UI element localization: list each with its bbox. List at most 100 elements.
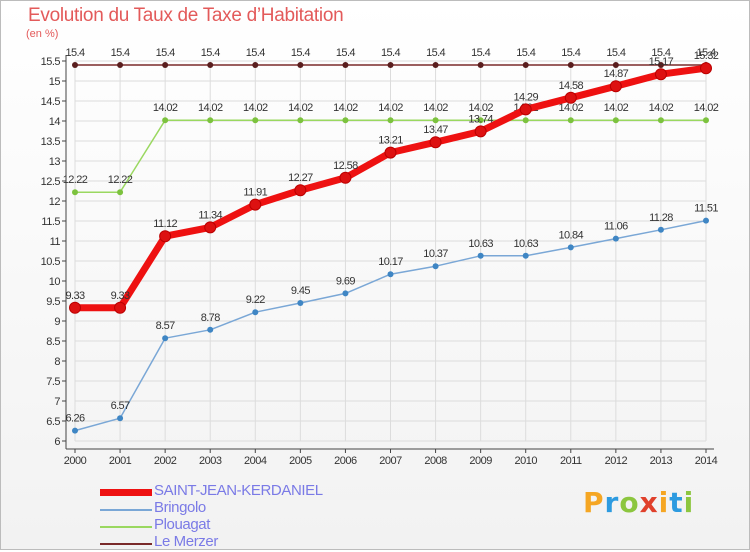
data-label-bringolo: 11.06 — [604, 221, 628, 233]
y-tick-label: 14.5 — [41, 96, 61, 108]
data-point-plouagat — [612, 117, 619, 124]
data-label-le-merzer: 15.4 — [516, 47, 535, 59]
y-tick-label: 7 — [54, 396, 60, 408]
data-point-le-merzer — [72, 62, 78, 68]
data-label-plouagat: 14.02 — [559, 102, 584, 114]
data-point-le-merzer — [387, 62, 394, 68]
data-label-saint-jean-kerdaniel: 13.47 — [423, 124, 448, 136]
data-label-plouagat: 14.02 — [649, 102, 674, 114]
data-point-le-merzer — [207, 62, 214, 68]
data-point-plouagat — [162, 117, 169, 124]
data-point-le-merzer — [477, 62, 484, 68]
data-point-saint-jean-kerdaniel — [519, 103, 532, 116]
y-tick-label: 7.5 — [46, 376, 60, 388]
data-point-saint-jean-kerdaniel — [654, 68, 667, 81]
data-label-le-merzer: 15.4 — [426, 47, 445, 59]
data-label-bringolo: 10.63 — [468, 238, 493, 250]
data-label-bringolo: 9.69 — [336, 275, 355, 287]
data-label-plouagat: 14.02 — [378, 102, 403, 114]
x-tick-label: 2007 — [379, 455, 402, 467]
data-label-bringolo: 11.51 — [694, 203, 718, 215]
data-label-saint-jean-kerdaniel: 9.33 — [65, 290, 84, 302]
y-tick-label: 10 — [49, 276, 61, 288]
data-label-bringolo: 6.26 — [65, 413, 84, 425]
data-point-bringolo — [297, 300, 304, 306]
y-tick-label: 12 — [49, 196, 61, 208]
data-point-le-merzer — [612, 62, 619, 68]
data-label-saint-jean-kerdaniel: 15.17 — [649, 56, 674, 68]
x-tick-label: 2014 — [695, 455, 718, 467]
data-point-saint-jean-kerdaniel — [564, 91, 577, 104]
data-label-le-merzer: 15.4 — [381, 47, 400, 59]
data-point-le-merzer — [297, 62, 304, 68]
logo-letter: x — [639, 486, 659, 519]
data-label-bringolo: 11.28 — [649, 212, 673, 224]
data-point-plouagat — [522, 117, 529, 124]
logo-letter: i — [683, 486, 695, 519]
data-label-saint-jean-kerdaniel: 11.91 — [243, 187, 267, 199]
data-label-le-merzer: 15.4 — [471, 47, 490, 59]
data-point-le-merzer — [432, 62, 439, 68]
data-point-bringolo — [657, 226, 664, 233]
data-label-plouagat: 14.02 — [468, 102, 493, 114]
data-point-saint-jean-kerdaniel — [294, 184, 307, 197]
chart-title: Evolution du Taux de Taxe d’Habitation — [28, 5, 344, 26]
data-label-plouagat: 14.02 — [243, 102, 268, 114]
y-tick-label: 15 — [49, 76, 61, 88]
x-tick-label: 2001 — [109, 455, 132, 467]
data-label-le-merzer: 15.4 — [111, 47, 130, 59]
data-label-saint-jean-kerdaniel: 12.58 — [333, 160, 358, 172]
data-label-plouagat: 14.02 — [694, 102, 719, 114]
y-tick-label: 11 — [50, 236, 61, 248]
y-tick-label: 6.5 — [46, 416, 60, 428]
y-axis-unit: (en %) — [26, 28, 59, 40]
data-point-saint-jean-kerdaniel — [700, 62, 712, 75]
y-tick-label: 14 — [49, 116, 61, 128]
data-point-bringolo — [477, 252, 484, 259]
data-point-plouagat — [207, 117, 214, 124]
x-tick-label: 2011 — [560, 455, 582, 467]
x-tick-label: 2000 — [64, 455, 87, 467]
logo-letter: r — [604, 486, 620, 519]
data-label-plouagat: 14.02 — [423, 102, 448, 114]
data-label-saint-jean-kerdaniel: 11.34 — [198, 209, 222, 221]
legend-label: Bringolo — [154, 499, 206, 516]
y-tick-label: 8.5 — [46, 336, 60, 348]
data-point-le-merzer — [342, 62, 349, 68]
data-label-plouagat: 14.02 — [198, 102, 223, 114]
data-point-plouagat — [252, 117, 259, 124]
data-point-bringolo — [612, 235, 619, 242]
data-label-saint-jean-kerdaniel: 11.12 — [153, 218, 177, 230]
y-tick-label: 8 — [54, 356, 60, 368]
data-point-saint-jean-kerdaniel — [204, 221, 217, 234]
data-label-le-merzer: 15.4 — [696, 47, 715, 59]
data-point-saint-jean-kerdaniel — [474, 125, 487, 138]
data-label-saint-jean-kerdaniel: 15.32 — [694, 50, 719, 62]
data-point-plouagat — [72, 189, 78, 196]
x-tick-label: 2005 — [289, 455, 312, 467]
data-point-bringolo — [567, 244, 574, 251]
logo-letter: t — [669, 486, 684, 519]
data-point-bringolo — [162, 335, 169, 342]
x-tick-label: 2010 — [514, 455, 537, 467]
data-point-bringolo — [72, 427, 78, 434]
data-label-bringolo: 9.22 — [246, 294, 265, 306]
x-tick-label: 2002 — [154, 455, 177, 467]
x-tick-label: 2003 — [199, 455, 222, 467]
data-point-plouagat — [387, 117, 394, 124]
data-point-saint-jean-kerdaniel — [384, 146, 397, 159]
data-point-saint-jean-kerdaniel — [249, 198, 262, 211]
data-point-le-merzer — [522, 62, 529, 68]
data-point-le-merzer — [162, 62, 169, 68]
data-label-le-merzer: 15.4 — [651, 47, 670, 59]
data-label-le-merzer: 15.4 — [65, 47, 84, 59]
x-tick-label: 2009 — [469, 455, 492, 467]
legend-label: Plouagat — [154, 516, 211, 533]
x-tick-label: 2006 — [334, 455, 357, 467]
data-point-bringolo — [522, 252, 529, 259]
data-label-bringolo: 8.78 — [201, 312, 220, 324]
data-point-plouagat — [342, 117, 349, 124]
x-tick-label: 2008 — [424, 455, 447, 467]
y-tick-label: 10.5 — [41, 256, 61, 268]
